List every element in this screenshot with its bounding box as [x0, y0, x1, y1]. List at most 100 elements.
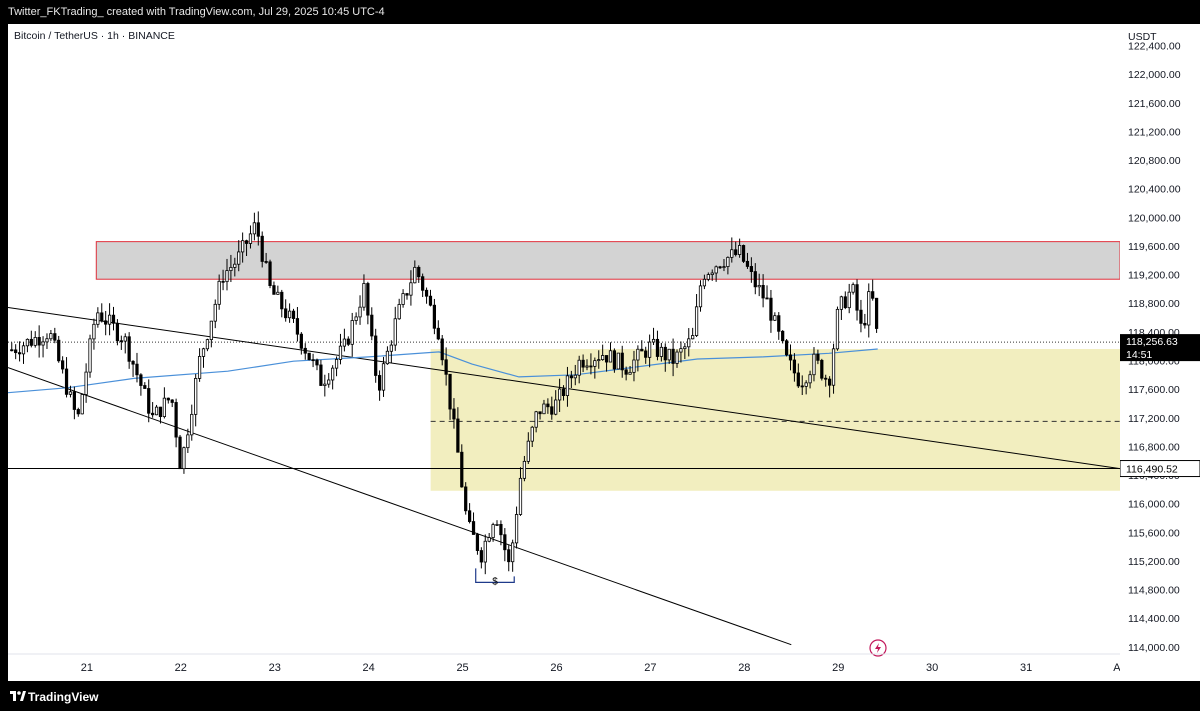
- candle-body: [405, 293, 409, 296]
- time-tick-label: 21: [81, 662, 93, 674]
- candle-body: [248, 233, 253, 244]
- candle-body: [659, 346, 663, 357]
- candle-body: [323, 383, 327, 386]
- candle-body: [143, 385, 147, 389]
- candle-body: [299, 333, 303, 349]
- candle-body: [151, 412, 155, 416]
- candle-body: [346, 338, 350, 345]
- candle-body: [311, 359, 315, 362]
- candle-body: [354, 316, 358, 321]
- candle-body: [738, 245, 742, 255]
- candle-body: [104, 320, 108, 325]
- candle-body: [389, 344, 393, 352]
- candle-body: [514, 514, 519, 544]
- price-chart[interactable]: $21 22 23 24 25 26 27 28 29 30 31 Au: [8, 24, 1120, 681]
- candle-body: [671, 348, 675, 364]
- candle-body: [565, 375, 570, 396]
- candle-body: [839, 296, 843, 310]
- time-tick-label: 29: [832, 662, 844, 674]
- candle-body: [205, 339, 210, 350]
- candle-body: [45, 338, 49, 343]
- moving-average-line: [8, 348, 878, 394]
- price-tick-label: 115,600.00: [1128, 527, 1180, 539]
- candle-body: [620, 352, 624, 371]
- candle-body: [526, 440, 530, 462]
- candle-body: [307, 352, 311, 361]
- price-tick-label: 117,200.00: [1128, 413, 1180, 425]
- price-tick-label: 122,400.00: [1128, 40, 1181, 52]
- candle-body: [722, 266, 726, 268]
- candle-body: [561, 388, 566, 396]
- candle-body: [460, 451, 464, 488]
- candle-body: [244, 240, 249, 244]
- liquidity-label: $: [492, 576, 498, 587]
- candle-body: [154, 406, 159, 416]
- candle-body: [421, 276, 425, 291]
- candle-body: [765, 297, 769, 300]
- candle-body: [448, 373, 452, 410]
- candle-body: [624, 369, 628, 375]
- candle-body: [385, 350, 390, 365]
- candle-body: [381, 363, 386, 391]
- candle-body: [706, 274, 710, 280]
- candle-body: [272, 285, 276, 295]
- price-tick-label: 114,400.00: [1128, 613, 1180, 625]
- candle-body: [417, 266, 421, 278]
- candle-body: [233, 263, 237, 268]
- price-axis[interactable]: USDT 122,400.00 122,000.00 121,600.00 121,20…: [1120, 24, 1200, 681]
- candle-body: [413, 266, 417, 284]
- candle-body: [115, 322, 120, 342]
- trendline-2: [8, 367, 792, 646]
- price-tick-label: 115,200.00: [1128, 556, 1180, 568]
- candle-body: [397, 304, 401, 320]
- price-tick-label: 116,000.00: [1128, 499, 1180, 511]
- candle-body: [49, 333, 53, 340]
- candle-body: [792, 359, 797, 374]
- candle-body: [824, 377, 828, 380]
- time-tick-label: 30: [926, 662, 938, 674]
- candle-body: [276, 291, 280, 295]
- candle-body: [10, 349, 14, 352]
- candle-body: [683, 346, 687, 350]
- candle-body: [511, 542, 515, 563]
- liquidity-bracket: [475, 568, 515, 584]
- candle-body: [777, 315, 781, 332]
- candle-body: [730, 249, 734, 258]
- candle-body: [698, 285, 703, 308]
- candle-body: [710, 272, 714, 275]
- candle-body: [640, 348, 644, 352]
- candle-body: [162, 397, 166, 417]
- candle-body: [816, 353, 820, 361]
- candle-body: [843, 296, 847, 309]
- candle-body: [616, 352, 620, 370]
- candle-body: [503, 534, 507, 551]
- candle-body: [428, 295, 433, 306]
- candle-body: [820, 359, 824, 379]
- candle-body: [256, 222, 260, 237]
- chart-pane[interactable]: $21 22 23 24 25 26 27 28 29 30 31 Au Bitcoin / Teth…: [8, 24, 1120, 681]
- candle-body: [499, 523, 503, 536]
- time-tick-label: Au: [1113, 662, 1120, 674]
- candle-body: [14, 349, 18, 354]
- candle-body: [84, 371, 88, 395]
- candle-body: [213, 303, 217, 322]
- candle-body: [859, 309, 863, 324]
- candle-body: [268, 261, 272, 286]
- candle-body: [170, 399, 174, 403]
- demand-zone: [430, 349, 1120, 491]
- candle-body: [761, 284, 765, 299]
- candle-body: [362, 283, 366, 308]
- candle-body: [507, 549, 511, 563]
- last-price-label: 118,256.63: [1126, 336, 1178, 348]
- price-tick-label: 121,600.00: [1128, 98, 1181, 110]
- time-tick-label: 27: [644, 662, 656, 674]
- price-tick-label: 116,800.00: [1128, 441, 1180, 453]
- resistance-zone: [95, 241, 1120, 280]
- candle-body: [608, 350, 613, 363]
- price-tick-label: 117,600.00: [1128, 384, 1180, 396]
- candle-body: [855, 284, 859, 311]
- candle-body: [331, 367, 335, 381]
- candle-body: [295, 318, 300, 335]
- candle-body: [550, 406, 554, 415]
